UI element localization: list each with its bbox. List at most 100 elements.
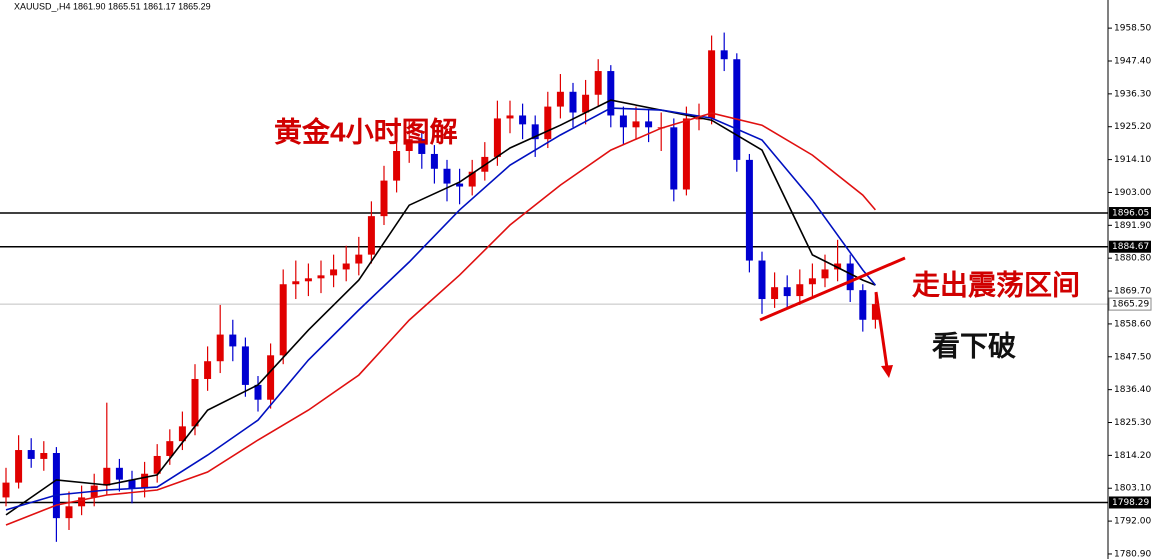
plot bbox=[0, 32, 1108, 542]
y-tick-label: 1958.50 bbox=[1114, 24, 1151, 34]
y-tick-label: 1925.20 bbox=[1114, 122, 1151, 132]
candle-body bbox=[254, 384, 262, 400]
candle-body bbox=[670, 127, 678, 190]
y-tick-label: 1869.70 bbox=[1114, 287, 1151, 297]
candle-body bbox=[493, 118, 501, 157]
y-tick-label: 1803.10 bbox=[1114, 484, 1151, 494]
candle-body bbox=[607, 71, 615, 116]
moving-average bbox=[5, 112, 877, 526]
candle-body bbox=[178, 426, 186, 442]
candle-body bbox=[191, 378, 199, 427]
y-tick-label: 1914.10 bbox=[1114, 155, 1151, 165]
annotation: 走出震荡区间 bbox=[912, 269, 1080, 300]
y-tick-label: 1847.50 bbox=[1114, 352, 1151, 362]
candle-body bbox=[871, 304, 879, 320]
level-box bbox=[1109, 240, 1151, 253]
candle-body bbox=[519, 115, 527, 125]
y-tick-label: 1825.30 bbox=[1114, 418, 1151, 428]
candle-body bbox=[153, 455, 161, 474]
y-tick-label: 1836.40 bbox=[1114, 385, 1151, 395]
candle-body bbox=[771, 287, 779, 300]
candle-body bbox=[821, 269, 829, 279]
annotation: 看下破 bbox=[932, 330, 1016, 361]
candle-body bbox=[708, 50, 716, 119]
candle-body bbox=[27, 450, 35, 459]
candle-body bbox=[430, 153, 438, 169]
level-box bbox=[1109, 207, 1151, 220]
candle-body bbox=[506, 115, 514, 119]
moving-average bbox=[5, 99, 876, 516]
candle-body bbox=[418, 139, 426, 154]
candle-body bbox=[834, 263, 842, 270]
candle-body bbox=[758, 260, 766, 300]
candle-body bbox=[808, 278, 816, 285]
y-tick-label: 1947.40 bbox=[1114, 56, 1151, 66]
arrow bbox=[874, 291, 889, 369]
candle-body bbox=[745, 159, 753, 261]
y-tick-label: 1792.00 bbox=[1114, 517, 1151, 527]
candle-body bbox=[531, 124, 539, 140]
candle-body bbox=[342, 263, 350, 270]
header: XAUUSD_,H4 1861.90 1865.51 1861.17 1865.… bbox=[14, 1, 211, 11]
candle-body bbox=[393, 151, 401, 181]
y-tick-label: 1936.30 bbox=[1114, 89, 1151, 99]
y-tick-label: 1780.90 bbox=[1114, 549, 1151, 559]
candle-body bbox=[367, 216, 375, 255]
y-tick-label: 1880.80 bbox=[1114, 254, 1151, 264]
candle-body bbox=[544, 106, 552, 140]
candle-body bbox=[405, 139, 413, 152]
candle-body bbox=[846, 263, 854, 291]
annotation: 黄金4小时图解 bbox=[274, 115, 458, 147]
candle-body bbox=[40, 453, 48, 459]
candle-body bbox=[166, 441, 174, 456]
candle-body bbox=[645, 121, 653, 128]
candle-body bbox=[695, 118, 703, 120]
candle-body bbox=[859, 290, 867, 320]
candle-body bbox=[632, 121, 640, 128]
candle-body bbox=[456, 183, 464, 187]
price-label: 1865.29 bbox=[1112, 300, 1149, 310]
y-tick-label: 1903.00 bbox=[1114, 188, 1151, 198]
arrow-head bbox=[881, 365, 893, 378]
candle-body bbox=[317, 275, 325, 279]
candle-body bbox=[796, 284, 804, 297]
trend-line bbox=[759, 256, 906, 322]
candle-body bbox=[594, 71, 602, 95]
price-box bbox=[1108, 297, 1152, 311]
candle-body bbox=[556, 91, 564, 107]
candle-body bbox=[2, 482, 10, 498]
moving-average bbox=[5, 107, 877, 511]
candle-body bbox=[216, 334, 224, 362]
y-tick-label: 1814.20 bbox=[1114, 451, 1151, 461]
candle-body bbox=[78, 497, 86, 507]
candle-body bbox=[783, 287, 791, 297]
level-label: 1884.67 bbox=[1112, 242, 1149, 252]
y-tick-label: 1858.60 bbox=[1114, 319, 1151, 329]
candle-body bbox=[241, 346, 249, 385]
y-tick-label: 1891.90 bbox=[1114, 221, 1151, 231]
candle-body bbox=[267, 355, 275, 400]
candle-body bbox=[52, 453, 60, 519]
candle-body bbox=[292, 281, 300, 285]
candle-body bbox=[380, 180, 388, 217]
candle-body bbox=[682, 118, 690, 190]
candle-body bbox=[720, 50, 728, 60]
level-box bbox=[1109, 496, 1151, 509]
candle-body bbox=[443, 168, 451, 184]
candle-body bbox=[65, 506, 73, 519]
candle-body bbox=[141, 473, 149, 489]
candle-body bbox=[582, 94, 590, 113]
candle-body bbox=[115, 467, 123, 480]
candle-body bbox=[279, 284, 287, 356]
candle-body bbox=[229, 334, 237, 347]
candle-body bbox=[330, 269, 338, 276]
candle-body bbox=[128, 479, 136, 489]
candle-body bbox=[204, 361, 212, 379]
candle-body bbox=[619, 115, 627, 128]
level-label: 1896.05 bbox=[1112, 209, 1149, 219]
candle-body bbox=[15, 450, 23, 483]
candle-body bbox=[468, 171, 476, 187]
candle-body bbox=[355, 254, 363, 264]
candle-body bbox=[103, 467, 111, 486]
